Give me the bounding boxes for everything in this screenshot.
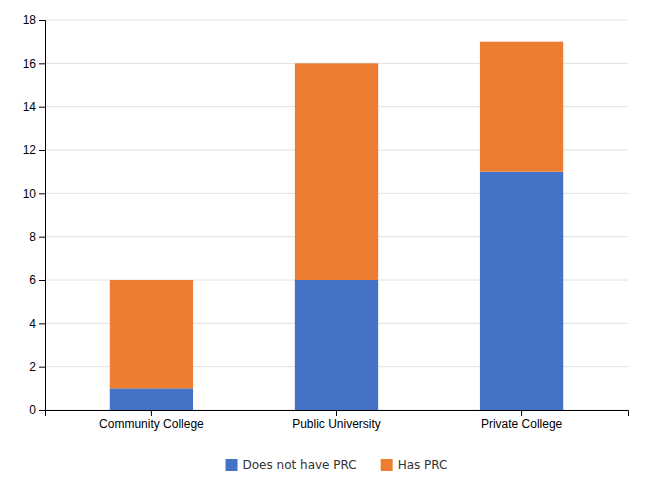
x-tick: Public University [292,410,381,431]
x-tick-label: Public University [292,417,381,431]
y-tick: 18 [23,13,45,27]
x-tick: Private College [481,410,563,431]
legend-label: Does not have PRC [243,458,357,472]
y-axis-line [39,21,46,411]
x-tick-mark [521,410,522,416]
grid-line [45,20,628,21]
y-tick: 0 [29,403,45,417]
y-tick: 4 [29,317,45,331]
y-tick-mark [39,20,45,21]
y-tick-mark [39,63,45,64]
y-tick-mark [39,150,45,151]
y-tick: 6 [29,273,45,287]
series [110,42,563,389]
legend-swatch [381,459,393,471]
y-tick-mark [39,410,45,411]
y-tick-label: 6 [29,273,36,287]
y-tick-label: 0 [29,403,36,417]
x-tick: Community College [99,410,204,431]
y-tick-mark [39,107,45,108]
bar [480,172,563,410]
bars [110,42,563,410]
y-tick: 14 [23,100,45,114]
x-tick-mark [151,410,152,416]
legend-item: Has PRC [381,458,448,472]
y-tick-mark [39,323,45,324]
x-axis: Community College Public University Privat… [46,410,629,431]
y-axis: 0 2 4 6 8 10 12 14 16 18 [23,13,46,417]
y-tick-label: 12 [23,143,37,157]
grid [45,20,628,410]
legend-label: Has PRC [398,458,448,472]
x-axis-line [46,411,629,417]
bar [295,63,378,280]
y-tick-mark [39,280,45,281]
y-tick-mark [39,367,45,368]
chart-container: 0 2 4 6 8 10 12 14 16 18 Community College Public U… [0,0,648,490]
y-tick-mark [39,237,45,238]
y-tick-label: 14 [23,100,37,114]
y-tick-label: 8 [29,230,36,244]
bar [295,280,378,410]
y-tick: 8 [29,230,45,244]
x-tick-mark [336,410,337,416]
y-tick: 2 [29,360,45,374]
y-tick-label: 2 [29,360,36,374]
y-tick: 12 [23,143,45,157]
legend: Does not have PRC Has PRC [226,458,448,472]
y-tick-label: 10 [23,187,37,201]
x-tick-label: Community College [99,417,204,431]
y-tick-label: 16 [23,57,37,71]
bar [110,388,193,410]
bar [480,42,563,172]
x-tick-label: Private College [481,417,563,431]
legend-item: Does not have PRC [226,458,357,472]
y-tick: 10 [23,187,45,201]
y-tick-label: 18 [23,13,37,27]
y-tick-mark [39,193,45,194]
y-tick-label: 4 [29,317,36,331]
y-tick: 16 [23,57,45,71]
chart-svg: 0 2 4 6 8 10 12 14 16 18 Community College Public U… [0,0,648,490]
plot-area: 0 2 4 6 8 10 12 14 16 18 Community College Public U… [23,13,629,430]
legend-swatch [226,459,238,471]
bar [110,280,193,388]
